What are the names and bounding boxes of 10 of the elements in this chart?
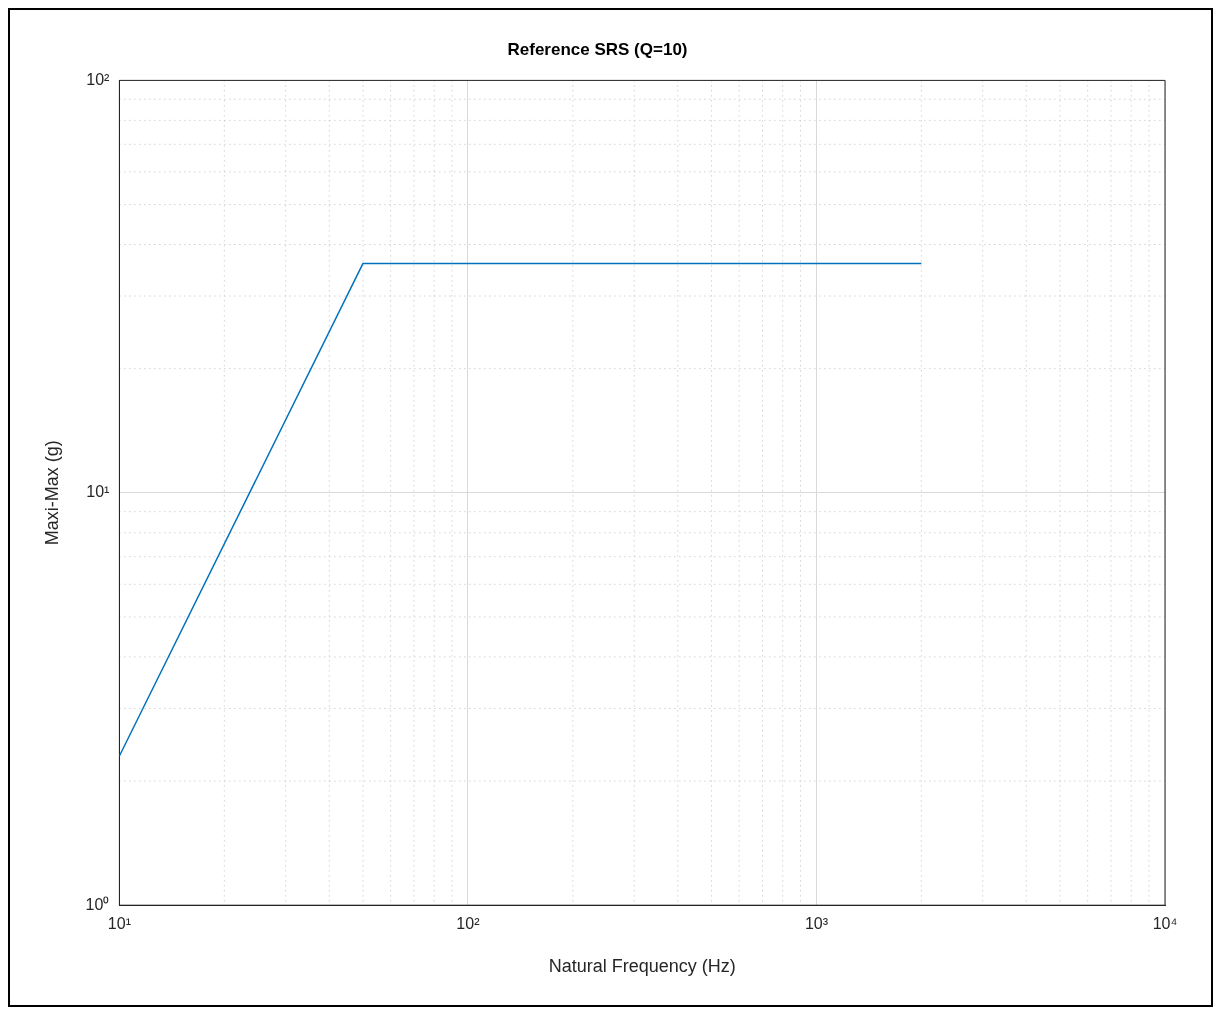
x-tick-label: 10¹ [107, 915, 131, 933]
y-axis-title: Maxi-Max (g) [41, 440, 62, 546]
y-tick-label: 10² [86, 70, 111, 88]
x-tick-label: 10³ [804, 915, 829, 933]
y-tick-label: 10⁰ [85, 895, 110, 913]
x-tick-label: 10⁴ [1152, 915, 1178, 933]
y-tick-label: 10¹ [86, 483, 110, 501]
chart-title: Reference SRS (Q=10) [507, 39, 688, 59]
x-axis-title: Natural Frequency (Hz) [548, 956, 736, 977]
x-tick-label: 10² [456, 915, 481, 933]
